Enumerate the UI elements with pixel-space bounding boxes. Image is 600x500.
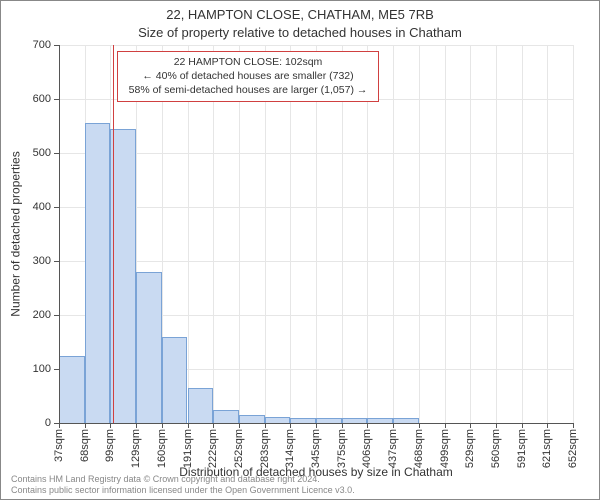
x-tick-label: 591sqm xyxy=(516,429,528,468)
y-axis-line xyxy=(59,45,60,423)
x-tick-label: 129sqm xyxy=(130,429,142,468)
gridline-v xyxy=(188,45,189,423)
x-tick-label: 375sqm xyxy=(336,429,348,468)
marker-line xyxy=(113,45,114,423)
y-axis-label-text: Number of detached properties xyxy=(9,151,23,316)
y-tick-label: 100 xyxy=(33,363,51,375)
footer-attribution: Contains HM Land Registry data © Crown c… xyxy=(11,474,355,497)
y-tick-label: 0 xyxy=(45,417,51,429)
annotation-line: 58% of semi-detached houses are larger (… xyxy=(126,83,370,97)
y-tick-label: 400 xyxy=(33,201,51,213)
gridline-v xyxy=(342,45,343,423)
x-tick-label: 406sqm xyxy=(361,429,373,468)
histogram-bar xyxy=(85,123,111,423)
histogram-bar xyxy=(188,388,214,423)
x-tick-label: 68sqm xyxy=(79,429,91,462)
y-axis-label: Number of detached properties xyxy=(9,45,23,423)
histogram-bar xyxy=(239,415,265,423)
histogram-bar xyxy=(59,356,85,424)
gridline-v xyxy=(213,45,214,423)
x-tick-label: 191sqm xyxy=(182,429,194,468)
histogram-bar xyxy=(162,337,188,423)
x-tick-label: 314sqm xyxy=(284,429,296,468)
x-tick-label: 621sqm xyxy=(541,429,553,468)
y-tick-label: 200 xyxy=(33,309,51,321)
x-tick-label: 99sqm xyxy=(104,429,116,462)
y-tick-label: 300 xyxy=(33,255,51,267)
x-tick-label: 529sqm xyxy=(464,429,476,468)
gridline-v xyxy=(316,45,317,423)
annotation-line: ← 40% of detached houses are smaller (73… xyxy=(126,69,370,83)
y-tick-label: 500 xyxy=(33,147,51,159)
chart-container: 22, HAMPTON CLOSE, CHATHAM, ME5 7RB Size… xyxy=(0,0,600,500)
x-tick xyxy=(573,423,574,428)
gridline-v xyxy=(470,45,471,423)
x-axis-line xyxy=(59,423,573,424)
footer-line-2: Contains public sector information licen… xyxy=(11,485,355,496)
annotation-box: 22 HAMPTON CLOSE: 102sqm← 40% of detache… xyxy=(117,51,379,102)
x-tick-label: 468sqm xyxy=(413,429,425,468)
gridline-v xyxy=(445,45,446,423)
x-tick-label: 283sqm xyxy=(259,429,271,468)
page-subtitle: Size of property relative to detached ho… xyxy=(1,25,599,40)
histogram-bar xyxy=(136,272,162,423)
x-tick-label: 560sqm xyxy=(490,429,502,468)
x-tick-label: 437sqm xyxy=(387,429,399,468)
x-tick-label: 499sqm xyxy=(439,429,451,468)
x-tick-label: 37sqm xyxy=(53,429,65,462)
gridline-v xyxy=(419,45,420,423)
gridline-v xyxy=(367,45,368,423)
gridline-v xyxy=(265,45,266,423)
x-tick-label: 160sqm xyxy=(156,429,168,468)
gridline-v xyxy=(547,45,548,423)
x-tick-label: 252sqm xyxy=(233,429,245,468)
annotation-line: 22 HAMPTON CLOSE: 102sqm xyxy=(126,55,370,69)
gridline-v xyxy=(393,45,394,423)
gridline-v xyxy=(573,45,574,423)
y-tick-label: 700 xyxy=(33,39,51,51)
y-tick-label: 600 xyxy=(33,93,51,105)
x-tick-label: 222sqm xyxy=(207,429,219,468)
gridline-v xyxy=(522,45,523,423)
page-title: 22, HAMPTON CLOSE, CHATHAM, ME5 7RB xyxy=(1,7,599,22)
x-tick-label: 345sqm xyxy=(310,429,322,468)
gridline-v xyxy=(496,45,497,423)
histogram-bar xyxy=(213,410,239,424)
footer-line-1: Contains HM Land Registry data © Crown c… xyxy=(11,474,355,485)
gridline-v xyxy=(290,45,291,423)
gridline-v xyxy=(239,45,240,423)
x-tick-label: 652sqm xyxy=(567,429,579,468)
plot-area: 010020030040050060070037sqm68sqm99sqm129… xyxy=(59,45,573,423)
